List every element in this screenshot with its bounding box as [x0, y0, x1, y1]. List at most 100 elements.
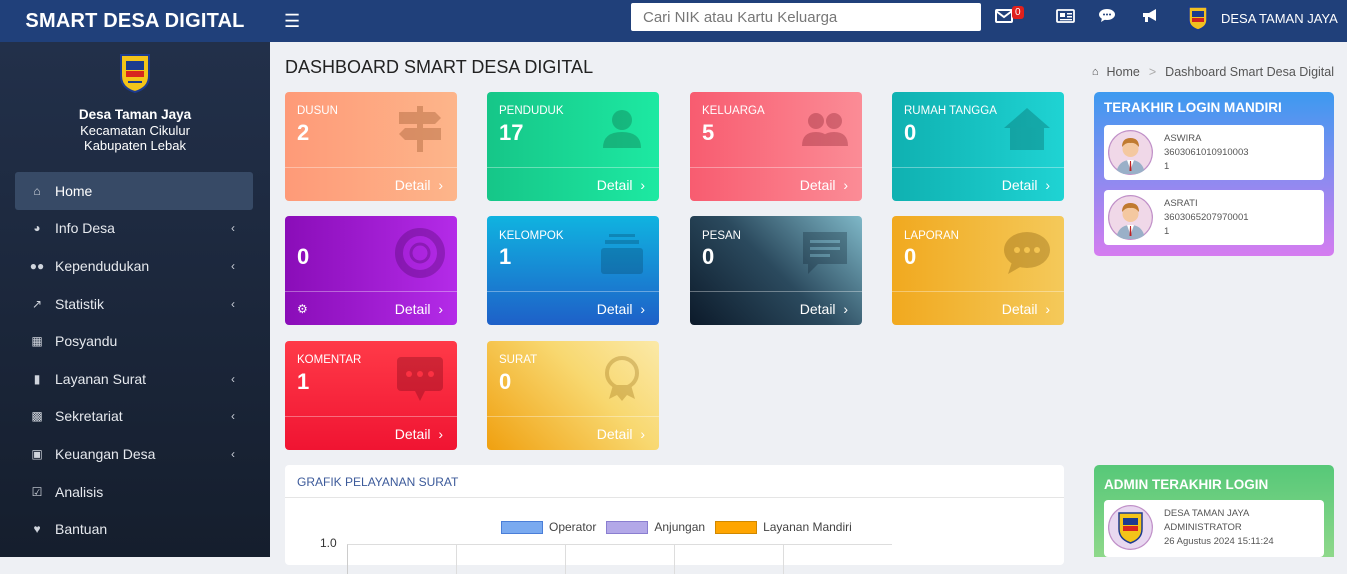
chart-panel-title: GRAFIK PELAYANAN SURAT — [285, 465, 1064, 498]
admin-role: ADMINISTRATOR — [1164, 522, 1242, 533]
login-user-count: 1 — [1164, 226, 1170, 237]
card-keluarga[interactable]: KELUARGA 5 Detail › — [690, 92, 862, 201]
card-detail-link[interactable]: Detail › — [892, 167, 1064, 201]
card-dusun[interactable]: DUSUN 2 Detail › — [285, 92, 457, 201]
card-value: 0 — [297, 244, 310, 269]
card-detail-link[interactable]: ⚙ Detail › — [285, 291, 457, 325]
card-label: KELOMPOK — [499, 230, 564, 242]
legend-item-operator[interactable]: Operator — [501, 520, 596, 534]
card-rumah-tangga[interactable]: RUMAH TANGGA 0 Detail › — [892, 92, 1064, 201]
login-user-nik: 3603065207970001 — [1164, 212, 1249, 223]
card-label: RUMAH TANGGA — [904, 105, 997, 117]
sidebar-item-kependudukan[interactable]: ●● Kependudukan ‹ — [15, 247, 253, 285]
sidebar-item-label: Keuangan Desa — [55, 445, 156, 462]
comments-icon[interactable] — [1098, 8, 1116, 28]
card-detail-link[interactable]: Detail › — [285, 416, 457, 450]
archive-icon: ▩ — [31, 409, 43, 424]
card-detail-link[interactable]: Detail › — [487, 167, 659, 201]
hospital-icon: ▦ — [31, 334, 43, 349]
card-detail-link[interactable]: Detail › — [285, 167, 457, 201]
sidebar-menu: ⌂ Home ◕ Info Desa ‹ ●● Kependudukan ‹ ↗… — [15, 172, 253, 548]
village-account[interactable]: DESA TAMAN JAYA — [1187, 5, 1338, 31]
card-komentar[interactable]: KOMENTAR 1 Detail › — [285, 341, 457, 450]
sidebar-item-sekretariat[interactable]: ▩ Sekretariat ‹ — [15, 398, 253, 436]
card-kelompok[interactable]: KELOMPOK 1 Detail › — [487, 216, 659, 325]
card-value: 17 — [499, 120, 524, 145]
sidebar-item-info-desa[interactable]: ◕ Info Desa ‹ — [15, 210, 253, 248]
card-detail-link[interactable]: Detail › — [892, 291, 1064, 325]
home-icon: ⌂ — [33, 183, 41, 198]
sidebar-item-bantuan[interactable]: ♥ Bantuan — [15, 510, 253, 548]
sidebar-item-layanan-surat[interactable]: ▮ Layanan Surat ‹ — [15, 360, 253, 398]
money-icon: ▣ — [31, 446, 43, 461]
card-label: LAPORAN — [904, 230, 959, 242]
card-label: DUSUN — [297, 105, 338, 117]
sidebar-item-keuangan-desa[interactable]: ▣ Keuangan Desa ‹ — [15, 435, 253, 473]
app-brand[interactable]: SMART DESA DIGITAL — [25, 9, 245, 32]
mail-badge: 0 — [1012, 6, 1024, 19]
card-value: 2 — [297, 120, 310, 145]
chevron-left-icon: ‹ — [231, 371, 235, 386]
admin-login-time: 26 Agustus 2024 15:11:24 — [1164, 536, 1274, 547]
news-icon[interactable] — [1056, 8, 1075, 28]
legend-item-anjungan[interactable]: Anjungan — [606, 520, 705, 534]
admin-last-login-title: ADMIN TERAKHIR LOGIN — [1104, 477, 1269, 492]
card-pesan[interactable]: PESAN 0 Detail › — [690, 216, 862, 325]
y-axis-tick: 1.0 — [320, 536, 337, 550]
login-user-info: ASWIRA 3603061010910003 1 — [1164, 132, 1249, 174]
card-detail-link[interactable]: Detail › — [487, 291, 659, 325]
last-login-mandiri-box: TERAKHIR LOGIN MANDIRI ASWIRA 3603061010… — [1094, 92, 1334, 256]
dashboard-icon: ◕ — [33, 221, 41, 236]
line-chart-icon: ↗ — [31, 296, 43, 311]
sidebar-item-label: Statistik — [55, 295, 105, 312]
card-value: 0 — [702, 244, 715, 269]
card-label: SURAT — [499, 354, 538, 366]
chart-legend: Operator Anjungan Layanan Mandiri — [501, 520, 862, 534]
sidebar-item-home[interactable]: ⌂ Home — [15, 172, 253, 210]
user-avatar — [1108, 195, 1153, 240]
megaphone-icon[interactable] — [1141, 8, 1159, 28]
card-unlabeled[interactable]: 0 ⚙ Detail › — [285, 216, 457, 325]
legend-item-layanan-mandiri[interactable]: Layanan Mandiri — [715, 520, 852, 534]
heart-icon: ♥ — [33, 522, 41, 537]
admin-card[interactable]: DESA TAMAN JAYA ADMINISTRATOR 26 Agustus… — [1104, 500, 1324, 557]
last-login-mandiri-title: TERAKHIR LOGIN MANDIRI — [1104, 100, 1282, 115]
chart-panel: GRAFIK PELAYANAN SURAT Operator Anjungan… — [285, 465, 1064, 574]
card-value: 1 — [499, 244, 512, 269]
sidebar-item-analisis[interactable]: ☑ Analisis — [15, 473, 253, 511]
login-user-card[interactable]: ASRATI 3603065207970001 1 — [1104, 190, 1324, 245]
chevron-left-icon: ‹ — [231, 221, 235, 236]
chevron-left-icon: ‹ — [231, 409, 235, 424]
sidebar-item-label: Posyandu — [55, 333, 118, 350]
sidebar-item-label: Kependudukan — [55, 257, 150, 274]
card-detail-link[interactable]: Detail › — [690, 291, 862, 325]
admin-avatar — [1108, 505, 1153, 550]
breadcrumb-home[interactable]: Home — [1106, 65, 1140, 79]
card-detail-link[interactable]: Detail › — [690, 167, 862, 201]
chat-bubble-icon — [1004, 232, 1050, 274]
login-user-card[interactable]: ASWIRA 3603061010910003 1 — [1104, 125, 1324, 180]
house-icon — [1004, 108, 1050, 150]
village-seal-icon — [1188, 6, 1208, 31]
user-icon — [603, 110, 641, 148]
users-icon — [802, 113, 848, 146]
sidebar-item-posyandu[interactable]: ▦ Posyandu — [15, 322, 253, 360]
login-user-info: ASRATI 3603065207970001 1 — [1164, 197, 1249, 239]
card-label: PENDUDUK — [499, 105, 564, 117]
card-detail-link[interactable]: Detail › — [487, 416, 659, 450]
card-penduduk[interactable]: PENDUDUK 17 Detail › — [487, 92, 659, 201]
card-value: 5 — [702, 120, 715, 145]
search-input[interactable] — [631, 3, 981, 31]
card-value: 0 — [904, 120, 917, 145]
mail-icon[interactable] — [995, 8, 1013, 28]
users-icon: ●● — [29, 258, 45, 273]
hamburger-menu-icon[interactable]: ☰ — [284, 10, 301, 31]
card-surat[interactable]: SURAT 0 Detail › — [487, 341, 659, 450]
sidebar-item-statistik[interactable]: ↗ Statistik ‹ — [15, 285, 253, 323]
card-laporan[interactable]: LAPORAN 0 Detail › — [892, 216, 1064, 325]
breadcrumb-current: Dashboard Smart Desa Digital — [1165, 65, 1334, 79]
breadcrumb: ⌂ Home > Dashboard Smart Desa Digital — [1092, 65, 1334, 79]
signpost-icon — [399, 106, 441, 152]
sidebar-village-name: Desa Taman Jaya — [78, 107, 192, 122]
comment-icon — [397, 357, 443, 401]
